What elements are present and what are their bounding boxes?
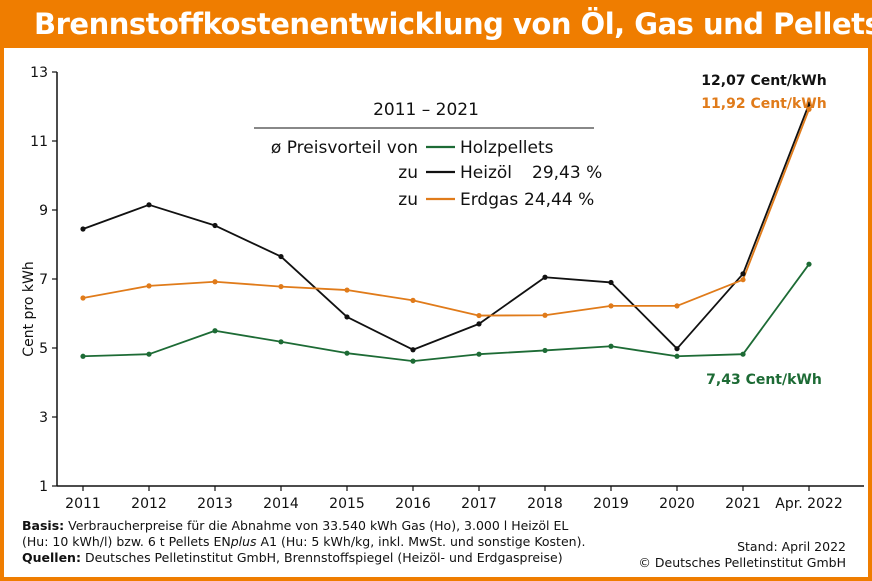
- y-tick-label: 9: [39, 203, 48, 219]
- data-point-holzpellets: [212, 328, 218, 334]
- x-tick-label: Apr. 2022: [775, 496, 842, 512]
- data-point-holzpellets: [806, 261, 812, 267]
- x-tick-label: 2018: [527, 496, 563, 512]
- data-point-heiz-l: [80, 226, 86, 232]
- footer-basis-label: Basis:: [22, 518, 65, 533]
- data-point-holzpellets: [608, 343, 614, 349]
- data-point-erdgas: [146, 283, 152, 289]
- y-tick-label: 13: [30, 65, 48, 81]
- legend-value-gas: 24,44 %: [524, 190, 594, 210]
- data-point-heiz-l: [278, 253, 284, 260]
- data-point-holzpellets: [542, 347, 548, 354]
- legend-box: 2011 – 2021 ø Preisvorteil von Holzpelle…: [254, 100, 602, 210]
- data-point-erdgas: [806, 106, 812, 112]
- y-tick-label: 5: [39, 341, 48, 357]
- data-point-erdgas: [476, 312, 482, 319]
- legend-label-oil: Heizöl: [460, 163, 512, 183]
- legend-period: 2011 – 2021: [373, 100, 479, 120]
- x-tick-label: 2020: [659, 496, 695, 512]
- footer-basis-line2: (Hu: 10 kWh/l) bzw. 6 t Pellets ENplus A…: [22, 534, 585, 550]
- annotation-gas: 11,92 Cent/kWh: [701, 96, 826, 112]
- x-tick-label: 2013: [197, 496, 233, 512]
- data-point-holzpellets: [740, 351, 746, 357]
- series-line-erdgas: [82, 108, 810, 317]
- x-tick-label: 2019: [593, 496, 629, 512]
- legend-label-pellets: Holzpellets: [460, 138, 554, 158]
- footer-copyright: © Deutsches Pelletinstitut GmbH: [638, 555, 846, 570]
- chart-title: Brennstoffkostenentwicklung von Öl, Gas …: [34, 7, 872, 41]
- annotation-oil: 12,07 Cent/kWh: [701, 73, 826, 89]
- legend-label-gas: Erdgas: [460, 190, 518, 210]
- annotation-pellets: 7,43 Cent/kWh: [706, 372, 822, 388]
- footer-basis-text1: Verbraucherpreise für die Abnahme von 33…: [68, 518, 569, 533]
- annotations: 12,07 Cent/kWh 11,92 Cent/kWh 7,43 Cent/…: [701, 73, 826, 388]
- legend-to-oil: zu: [398, 163, 418, 183]
- data-point-heiz-l: [410, 347, 416, 353]
- data-point-heiz-l: [806, 101, 812, 107]
- x-tick-label: 2016: [395, 496, 431, 512]
- footer-stand: Stand: April 2022: [737, 539, 846, 554]
- data-point-holzpellets: [344, 350, 350, 356]
- data-point-holzpellets: [674, 353, 680, 359]
- footer-sources: Quellen: Deutsches Pelletinstitut GmbH, …: [22, 550, 563, 566]
- series-line-holzpellets: [82, 263, 810, 363]
- series-lines: [82, 103, 810, 363]
- x-tick-label: 2014: [263, 496, 299, 512]
- title-bar: Brennstoffkostenentwicklung von Öl, Gas …: [0, 0, 872, 48]
- data-point-heiz-l: [674, 346, 680, 352]
- footer-basis-text2a: (Hu: 10 kWh/l) bzw. 6 t Pellets EN: [22, 534, 231, 549]
- data-point-erdgas: [740, 277, 746, 283]
- chart-panel: 1 3 5 7 9 11 13 Cent pro kWh 2011 2012 2013 2014 201…: [4, 48, 868, 577]
- footer-basis-text2c: A1 (Hu: 5 kWh/kg, inkl. MwSt. und sonsti…: [256, 534, 586, 549]
- y-tick-label: 7: [39, 272, 48, 288]
- data-point-holzpellets: [476, 351, 482, 357]
- x-tick-label: 2011: [65, 496, 101, 512]
- data-point-holzpellets: [278, 339, 284, 345]
- series-line-heiz-l: [82, 103, 810, 351]
- data-point-erdgas: [212, 279, 218, 285]
- data-point-holzpellets: [80, 353, 86, 359]
- footer-sources-label: Quellen:: [22, 550, 81, 565]
- data-point-erdgas: [608, 303, 614, 309]
- y-tick-label: 3: [39, 410, 48, 426]
- y-tick-label: 11: [30, 134, 48, 150]
- data-point-heiz-l: [542, 274, 548, 280]
- footer-basis-plus: plus: [230, 534, 257, 549]
- legend-to-gas: zu: [398, 190, 418, 210]
- data-point-heiz-l: [212, 222, 218, 229]
- data-point-erdgas: [344, 287, 350, 293]
- data-point-holzpellets: [410, 358, 416, 364]
- y-tick-label: 1: [39, 479, 48, 495]
- data-point-heiz-l: [146, 202, 152, 208]
- data-point-heiz-l: [740, 271, 746, 277]
- data-point-heiz-l: [608, 279, 614, 286]
- data-point-erdgas: [80, 295, 86, 301]
- data-point-erdgas: [542, 312, 548, 318]
- footer-basis-line1: Basis: Verbraucherpreise für die Abnahme…: [22, 518, 568, 534]
- x-tick-label: 2017: [461, 496, 497, 512]
- x-tick-label: 2021: [725, 496, 761, 512]
- x-tick-label: 2015: [329, 496, 365, 512]
- y-axis-label: Cent pro kWh: [21, 261, 37, 356]
- data-point-heiz-l: [344, 314, 350, 320]
- data-point-erdgas: [410, 297, 416, 303]
- series-points: [80, 101, 812, 364]
- legend-heading: ø Preisvorteil von: [271, 138, 418, 158]
- legend-value-oil: 29,43 %: [532, 163, 602, 183]
- footer-sources-text: Deutsches Pelletinstitut GmbH, Brennstof…: [84, 550, 563, 565]
- data-point-heiz-l: [476, 321, 482, 327]
- x-tick-label: 2012: [131, 496, 167, 512]
- data-point-erdgas: [674, 303, 680, 309]
- data-point-holzpellets: [146, 351, 152, 357]
- data-point-erdgas: [278, 283, 284, 290]
